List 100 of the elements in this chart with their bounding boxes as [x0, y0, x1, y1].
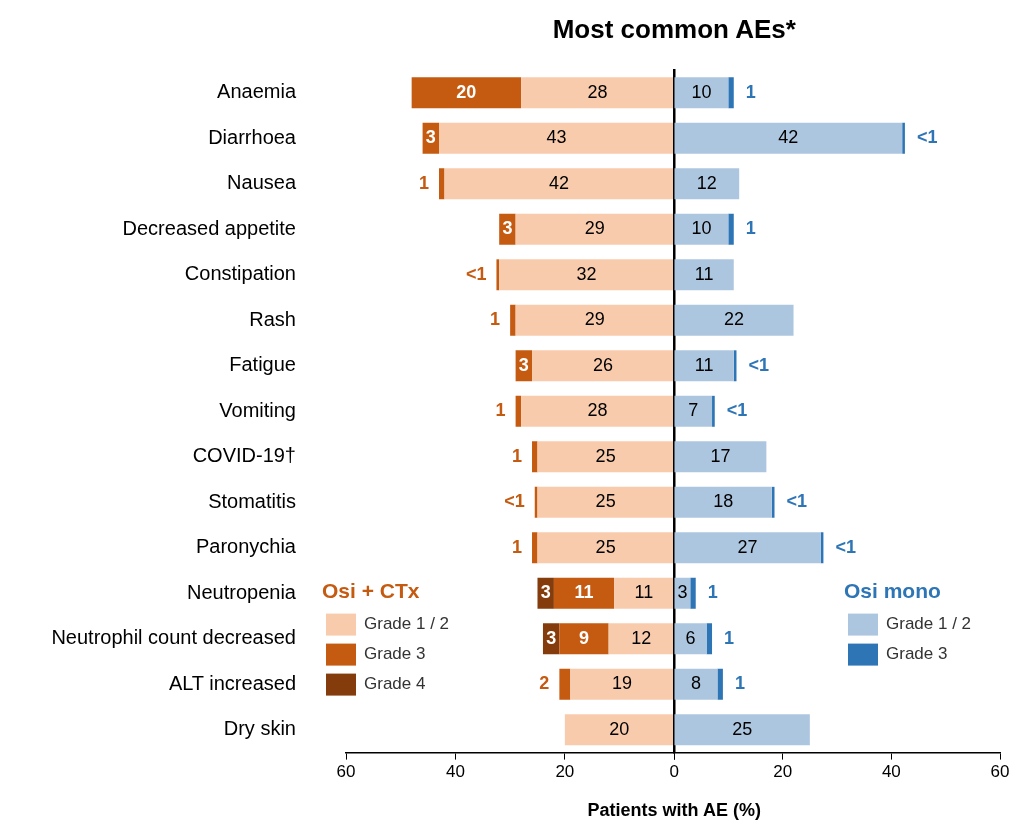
data-label: 11 [695, 354, 714, 375]
bar [712, 395, 716, 427]
x-tick-label: 60 [990, 762, 1010, 782]
data-label: 25 [732, 718, 753, 739]
bar [496, 259, 500, 291]
bar [532, 441, 538, 473]
legend-label: Grade 3 [364, 644, 426, 664]
data-label: 22 [724, 309, 745, 330]
data-label: 29 [584, 309, 605, 330]
data-label: 3 [677, 582, 688, 603]
legend-label: Grade 1 / 2 [886, 614, 972, 634]
data-label: 1 [746, 81, 757, 102]
y-tick-label: Rash [249, 307, 296, 330]
data-label: 1 [490, 309, 501, 330]
data-label: 27 [737, 536, 758, 557]
data-label: 12 [697, 172, 718, 193]
data-label: 25 [595, 445, 616, 466]
x-tick-label: 40 [882, 762, 902, 782]
bar [728, 213, 735, 245]
y-tick-label: Stomatitis [208, 489, 296, 512]
data-label: 42 [549, 172, 570, 193]
data-label: 25 [595, 536, 616, 557]
data-label: 1 [746, 218, 757, 239]
data-label: <1 [465, 263, 487, 284]
data-label: <1 [727, 400, 748, 421]
x-axis-title: Patients with AE (%) [586, 800, 762, 821]
y-tick-label: ALT increased [168, 671, 296, 694]
y-tick-label: Constipation [184, 262, 296, 285]
data-label: 3 [540, 582, 551, 603]
y-tick-label: Fatigue [229, 353, 296, 376]
data-label: <1 [504, 491, 525, 512]
x-tick-label: 60 [336, 762, 356, 782]
data-label: 2 [539, 673, 550, 694]
y-tick-label: Dry skin [223, 717, 296, 740]
data-label: 1 [495, 400, 506, 421]
data-label: 1 [418, 172, 430, 193]
data-label: 11 [695, 263, 714, 284]
data-label: 20 [456, 81, 477, 102]
data-label: 18 [713, 491, 734, 512]
y-tick-label: Decreased appetite [122, 216, 296, 239]
legend-label: Grade 1 / 2 [364, 614, 450, 634]
data-label: 1 [512, 445, 523, 466]
bar [515, 395, 522, 427]
y-tick-label: Vomiting [219, 398, 296, 421]
x-tick-label: 0 [669, 762, 680, 782]
data-label: 32 [576, 263, 597, 284]
bar [772, 486, 775, 518]
data-label: 12 [631, 627, 652, 648]
bar [728, 77, 735, 109]
bar [674, 395, 713, 427]
data-label: 28 [587, 81, 608, 102]
data-label: 43 [546, 127, 567, 148]
data-label: 8 [691, 673, 702, 694]
bar [717, 668, 724, 700]
data-label: 7 [688, 400, 699, 421]
data-label: 26 [592, 354, 613, 375]
bar [674, 168, 740, 200]
x-tick-label: 40 [445, 762, 465, 782]
data-label: 1 [735, 673, 746, 694]
data-label: 17 [710, 445, 731, 466]
data-label: 1 [708, 582, 719, 603]
legend-label: Grade 4 [364, 674, 426, 694]
data-label: 25 [595, 491, 616, 512]
legend-title: Osi mono [844, 579, 942, 603]
bar [559, 668, 571, 700]
bar [439, 168, 445, 200]
data-label: 29 [584, 218, 605, 239]
legend-title: Osi + CTx [322, 579, 420, 603]
y-tick-label: Paronychia [195, 535, 297, 558]
data-label: 3 [546, 627, 557, 648]
y-tick-label: Neutrophil count decreased [51, 626, 296, 649]
y-tick-label: Diarrhoea [208, 125, 297, 148]
bar [553, 577, 615, 609]
data-label: <1 [835, 536, 857, 557]
data-label: 3 [518, 354, 529, 375]
bar [559, 623, 609, 655]
data-label: 11 [574, 582, 594, 603]
y-tick-label: COVID-19† [192, 444, 296, 467]
y-tick-label: Neutropenia [187, 580, 297, 603]
chart-title: Most common AEs* [551, 14, 797, 45]
bar [706, 623, 713, 655]
data-label: 42 [778, 127, 799, 148]
y-tick-label: Anaemia [217, 80, 297, 103]
bar [690, 577, 696, 609]
y-tick-label: Nausea [227, 171, 297, 194]
data-label: 3 [425, 127, 436, 148]
data-label: <1 [917, 127, 938, 148]
x-tick-label: 20 [773, 762, 793, 782]
data-label: <1 [748, 354, 770, 375]
data-label: 20 [609, 718, 630, 739]
bar [510, 304, 516, 336]
data-label: <1 [786, 491, 808, 512]
bar [532, 532, 538, 564]
data-label: 9 [578, 627, 590, 648]
data-label: 6 [685, 627, 696, 648]
legend-label: Grade 3 [886, 644, 948, 664]
data-label: 10 [691, 218, 712, 239]
data-label: 3 [502, 218, 513, 239]
data-label: 1 [724, 627, 735, 648]
data-label: 1 [512, 536, 523, 557]
